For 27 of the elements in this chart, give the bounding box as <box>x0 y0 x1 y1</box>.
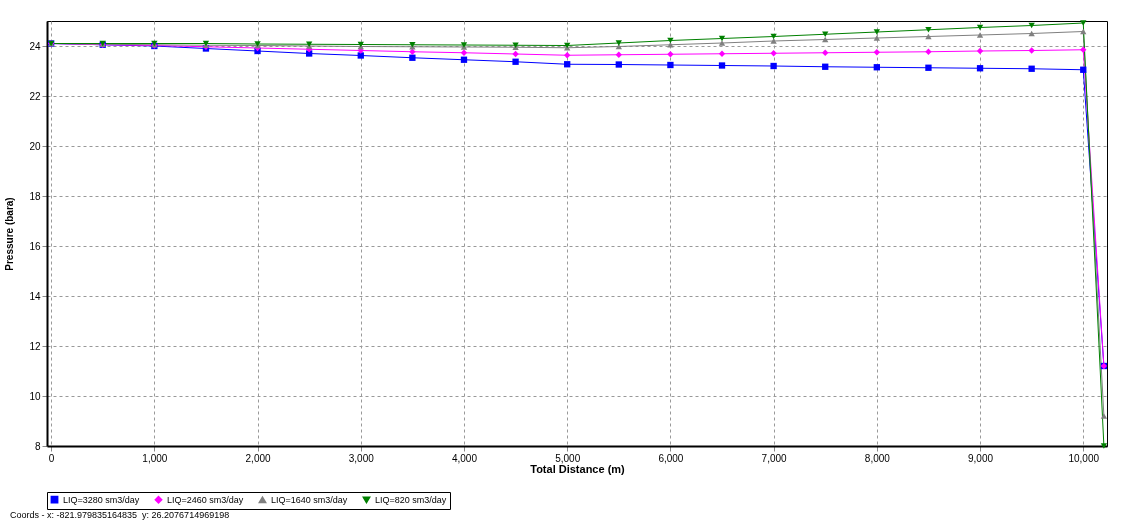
legend-label: LIQ=820 sm3/day <box>375 494 447 505</box>
text: Coords - x: -821.979835164835 y: 26.2076714969198 <box>10 510 231 520</box>
legend-label: LIQ=1640 sm3/day <box>271 494 348 505</box>
x-tick-label: 10,000 <box>1068 452 1100 464</box>
y-tick-label: 20 <box>29 140 41 152</box>
x-tick-label: 3,000 <box>348 452 375 464</box>
legend-label: LIQ=3280 sm3/day <box>63 494 140 505</box>
y-tick-label: 12 <box>29 340 41 352</box>
x-axis-title: Total Distance (m) <box>530 462 626 475</box>
x-tick-label: 4,000 <box>451 452 478 464</box>
x-tick-label: 5,000 <box>555 452 581 464</box>
x-tick-label: 6,000 <box>658 452 684 464</box>
y-tick-label: 16 <box>29 240 41 252</box>
x-tick-label: 9,000 <box>968 452 994 464</box>
y-tick-label: 24 <box>29 40 41 52</box>
x-tick-label: 1,000 <box>142 452 168 464</box>
y-tick-label: 14 <box>29 290 41 302</box>
y-tick-label: 10 <box>29 390 41 402</box>
x-tick-label: 0 <box>48 452 55 464</box>
x-tick-label: 8,000 <box>864 452 891 464</box>
legend-label: LIQ=2460 sm3/day <box>167 494 244 505</box>
y-tick-label: 8 <box>34 440 41 452</box>
x-tick-label: 2,000 <box>245 452 271 464</box>
y-tick-label: 22 <box>29 90 41 102</box>
y-axis-title: Pressure (bara) <box>4 197 16 271</box>
x-tick-label: 7,000 <box>761 452 788 464</box>
y-tick-label: 18 <box>29 190 41 202</box>
